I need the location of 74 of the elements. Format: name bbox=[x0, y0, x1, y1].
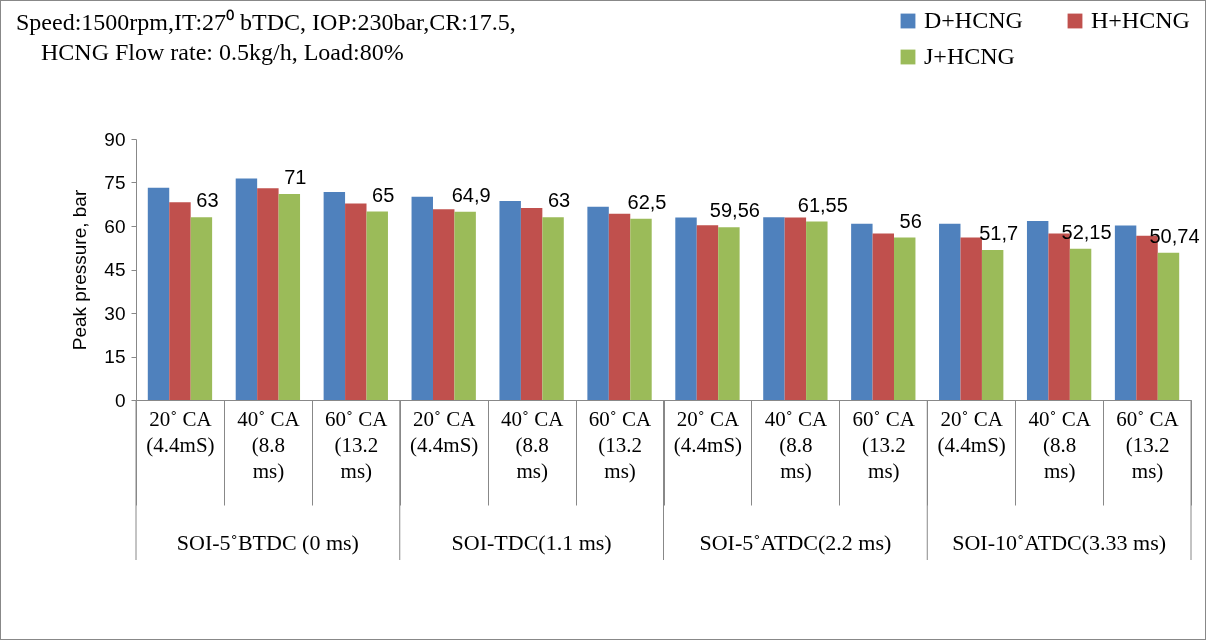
x-tick-label: 40˚ CA (8.8 ms) bbox=[500, 406, 565, 483]
x-tick-label: 20˚ CA (4.4mS) bbox=[410, 406, 479, 457]
y-tick-label: 0 bbox=[114, 389, 126, 411]
bar bbox=[235, 178, 258, 400]
bar bbox=[1157, 252, 1180, 400]
text: SOI-10˚ATDC(3.33 ms) bbox=[952, 530, 1167, 555]
chart-title: Speed:1500rpm,IT:27⁰ bTDC, IOP:230bar,CR:17.5, HCNG Flow rate: 0.5kg/h, Load:80% bbox=[16, 9, 516, 65]
data-label: 50,74 bbox=[1149, 224, 1200, 247]
y-tick-label: 45 bbox=[104, 259, 126, 280]
bar bbox=[894, 237, 916, 400]
data-label: 61,55 bbox=[797, 193, 848, 216]
x-tick-label: 60˚ CA (13.2 ms) bbox=[1116, 406, 1180, 483]
y-tick-label: 75 bbox=[104, 172, 126, 193]
legend-label: J+HCNG bbox=[924, 43, 1015, 69]
bar bbox=[411, 196, 433, 400]
x-tick-label: 40˚ CA (8.8 ms) bbox=[237, 406, 301, 483]
bar bbox=[696, 225, 719, 400]
x-tick-label: 20˚ CA (4.4mS) bbox=[673, 406, 743, 457]
bar bbox=[630, 218, 652, 400]
data-label: 63 bbox=[547, 189, 571, 212]
y-tick-label: 90 bbox=[104, 128, 126, 150]
bar bbox=[587, 206, 609, 400]
data-label: 62,5 bbox=[627, 190, 667, 213]
bar bbox=[257, 188, 279, 400]
bar bbox=[851, 223, 873, 400]
bar bbox=[806, 221, 828, 400]
bar bbox=[608, 213, 631, 400]
bar bbox=[542, 217, 564, 400]
bar bbox=[1069, 248, 1092, 400]
bar bbox=[675, 217, 697, 400]
bar bbox=[169, 202, 191, 400]
bar bbox=[278, 194, 301, 400]
x-tick-label: 40˚ CA (8.8 ms) bbox=[1028, 406, 1092, 483]
y-axis-title: Peak pressure, bar bbox=[69, 189, 91, 351]
legend-label: D+HCNG bbox=[924, 7, 1023, 33]
bar bbox=[1026, 221, 1049, 400]
bar bbox=[190, 217, 213, 400]
x-tick-label: 60˚ CA (13.2 ms) bbox=[325, 406, 389, 483]
bar bbox=[366, 211, 388, 400]
x-tick-label: 20˚ CA (4.4mS) bbox=[146, 406, 215, 457]
bar bbox=[960, 237, 982, 400]
data-label: 64,9 bbox=[451, 183, 491, 206]
bar bbox=[981, 250, 1004, 400]
bar bbox=[499, 201, 521, 400]
bar bbox=[345, 203, 367, 400]
bar bbox=[147, 187, 170, 400]
data-label: 71 bbox=[284, 166, 307, 189]
bar bbox=[763, 217, 785, 400]
y-tick-label: 60 bbox=[104, 215, 126, 237]
data-label: 63 bbox=[196, 189, 219, 212]
bar bbox=[323, 192, 346, 400]
text: SOI-5˚ATDC(2.2 ms) bbox=[699, 530, 892, 555]
text: SOI-TDC(1.1 ms) bbox=[451, 530, 612, 555]
bar bbox=[939, 223, 961, 400]
x-tick-label: 40˚ CA (8.8 ms) bbox=[764, 406, 828, 483]
data-label: 59,56 bbox=[709, 199, 760, 222]
y-tick-label: 15 bbox=[104, 346, 126, 367]
y-tick-label: 30 bbox=[104, 302, 126, 324]
bar bbox=[718, 227, 740, 400]
data-label: 52,15 bbox=[1061, 220, 1112, 243]
text: SOI-5˚BTDC (0 ms) bbox=[176, 530, 359, 555]
bar bbox=[872, 233, 895, 400]
bar bbox=[1114, 225, 1137, 400]
data-label: 65 bbox=[372, 183, 395, 206]
data-label: 56 bbox=[899, 209, 922, 232]
x-tick-label: 60˚ CA (13.2 ms) bbox=[852, 406, 916, 483]
bar bbox=[432, 209, 455, 400]
legend-label: H+HCNG bbox=[1091, 7, 1190, 33]
data-label: 51,7 bbox=[979, 222, 1019, 245]
x-tick-label: 20˚ CA (4.4mS) bbox=[937, 406, 1006, 457]
x-tick-label: 60˚ CA (13.2 ms) bbox=[588, 406, 653, 483]
bar bbox=[520, 208, 543, 400]
bar bbox=[454, 211, 476, 400]
bar bbox=[784, 217, 807, 400]
